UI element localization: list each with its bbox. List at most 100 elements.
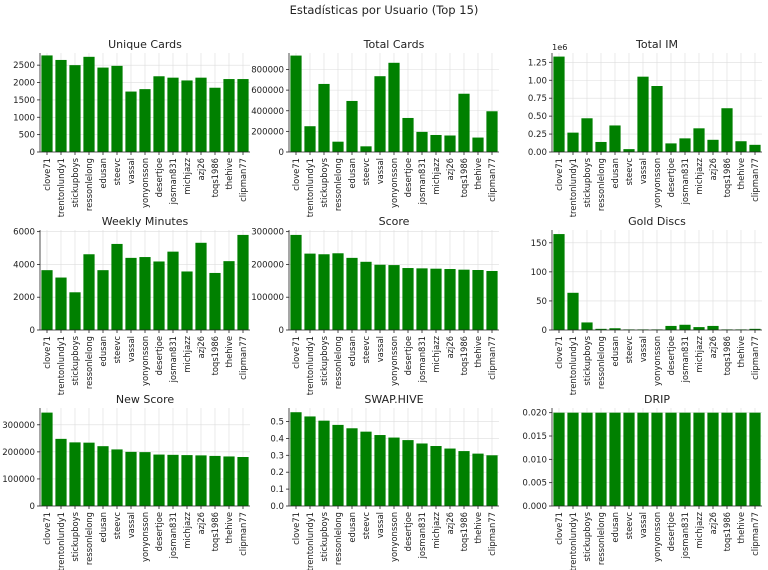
- panel-1-bar-clove71: [290, 55, 302, 152]
- panel-5-ytick-label: 150: [531, 239, 547, 249]
- panel-5-bar-clipman77: [749, 328, 761, 330]
- panel-8-xtick-label: azj26: [708, 512, 718, 535]
- panel-8-xtick-label: vassal: [638, 512, 648, 538]
- panel-7-xtick-label: thehive: [473, 512, 483, 544]
- panel-3-bar-steevc: [111, 243, 123, 330]
- panel-0-xtick-label: clove71: [42, 158, 52, 191]
- panel-0-xtick-label: trentonlundy1: [56, 158, 66, 217]
- panel-7-bar-stickupboys: [318, 420, 330, 506]
- panel-6-xtick-label: trentonlundy1: [56, 512, 66, 570]
- panel-7-bar-edusan: [346, 428, 358, 506]
- panel-4-ytick-label: 100000: [251, 293, 284, 303]
- panel-5-bar-azj26: [707, 325, 719, 330]
- panel-7-bar-clove71: [290, 412, 302, 506]
- panel-4-bar-vassal: [374, 264, 386, 330]
- panel-6-xtick-label: steevc: [112, 512, 122, 540]
- panel-1-xtick-label: ressonlelong: [333, 158, 343, 211]
- panel-6-xtick-label: ressonlelong: [84, 512, 94, 565]
- panel-0-xtick-label: stickupboys: [70, 158, 80, 208]
- panel-0-bar-trentonlundy1: [55, 59, 67, 152]
- panel-0-xtick-label: azj26: [196, 158, 206, 181]
- panel-3-title: Weekly Minutes: [102, 215, 189, 228]
- panel-1-bar-josman831: [416, 131, 428, 152]
- panel-5-xtick-label: toqs1986: [722, 336, 732, 375]
- panel-0-bar-vassal: [125, 91, 137, 152]
- panel-0-ytick-label: 1500: [13, 96, 35, 106]
- panel-7-ytick-label: 0.2: [270, 468, 284, 478]
- panel-8-xtick-label: edusan: [610, 512, 620, 543]
- panel-1-xtick-label: clove71: [291, 158, 301, 191]
- panel-1-xtick-label: vassal: [375, 158, 385, 184]
- panel-3-xtick-label: desertjoe: [154, 336, 164, 375]
- panel-8-bar-thehive: [735, 412, 747, 506]
- panel-1-xtick-label: trentonlundy1: [305, 158, 315, 217]
- panel-6-xtick-label: stickupboys: [70, 512, 80, 562]
- panel-3-xtick-label: steevc: [112, 336, 122, 364]
- panel-7-bar-vassal: [374, 435, 386, 506]
- panel-1-bar-azj26: [444, 135, 456, 152]
- panel-5-xtick-label: thehive: [736, 336, 746, 368]
- panel-3-xtick-label: edusan: [98, 336, 108, 367]
- panel-4-bar-stickupboys: [318, 254, 330, 330]
- panel-7-title: SWAP.HIVE: [364, 393, 423, 406]
- panel-1-ytick-label: 200000: [251, 127, 284, 137]
- panel-2-bar-thehive: [735, 141, 747, 152]
- panel-3-xtick-label: vassal: [126, 336, 136, 362]
- panel-8-xtick-label: toqs1986: [722, 512, 732, 551]
- panel-4-bar-yonyonsson: [388, 265, 400, 330]
- panel-7-xtick-label: vassal: [375, 512, 385, 538]
- panel-3-bar-desertjoe: [153, 261, 165, 330]
- panel-3-bar-ressonlelong: [83, 254, 95, 330]
- panel-1-xtick-label: clipman77: [487, 158, 497, 202]
- panel-4-xtick-label: thehive: [473, 336, 483, 368]
- panel-4-ytick-label: 300000: [251, 228, 284, 238]
- panel-8-bar-steevc: [623, 412, 635, 506]
- panel-1-xtick-label: steevc: [361, 158, 371, 186]
- panel-2-bar-yonyonsson: [651, 86, 663, 152]
- panel-3-bar-clove71: [41, 270, 53, 330]
- panel-0-bar-edusan: [97, 67, 109, 152]
- panel-7-ytick-label: 0.4: [270, 434, 284, 444]
- panel-7-bar-yonyonsson: [388, 437, 400, 506]
- panel-5-xtick-label: trentonlundy1: [568, 336, 578, 395]
- panel-4-xtick-label: trentonlundy1: [305, 336, 315, 395]
- panel-5-bar-edusan: [609, 328, 621, 330]
- panel-7-bar-michjazz: [430, 446, 442, 506]
- panel-5-xtick-label: stickupboys: [582, 336, 592, 386]
- panel-5-bar-clove71: [553, 234, 565, 330]
- panel-8-title: DRIP: [644, 393, 670, 406]
- panel-5-xtick-label: clipman77: [750, 336, 760, 380]
- panel-0-bar-josman831: [167, 77, 179, 152]
- panel-2-title: Total IM: [635, 38, 678, 51]
- panel-1-ytick-label: 600000: [251, 86, 284, 96]
- panel-2-xtick-label: desertjoe: [666, 158, 676, 197]
- panel-6-bar-steevc: [111, 449, 123, 506]
- panel-6-xtick-label: josman831: [168, 512, 178, 559]
- panel-0-ytick-label: 2000: [13, 79, 35, 89]
- panel-6-bar-ressonlelong: [83, 442, 95, 506]
- panel-5-xtick-label: vassal: [638, 336, 648, 362]
- panel-3-ytick-label: 6000: [13, 228, 35, 238]
- panel-3-ytick-label: 0: [30, 326, 35, 336]
- panel-0-bar-clove71: [41, 55, 53, 152]
- panel-4-xtick-label: josman831: [417, 336, 427, 383]
- panel-8-xtick-label: trentonlundy1: [568, 512, 578, 570]
- panel-7-xtick-label: michjazz: [431, 511, 441, 548]
- panel-3-bar-toqs1986: [209, 272, 221, 330]
- panel-6-bar-yonyonsson: [139, 452, 151, 506]
- panel-0-xtick-label: toqs1986: [210, 158, 220, 197]
- panel-8-ytick-label: 0.015: [522, 432, 547, 442]
- panel-3-bar-trentonlundy1: [55, 277, 67, 330]
- panel-1-ytick-label: 800000: [251, 66, 284, 76]
- panel-2-xtick-label: edusan: [610, 158, 620, 189]
- panel-1-bar-clipman77: [486, 111, 498, 152]
- panel-7-xtick-label: ressonlelong: [333, 512, 343, 565]
- panel-2-xtick-label: stickupboys: [582, 158, 592, 208]
- panel-0-xtick-label: yonyonsson: [140, 158, 150, 208]
- panel-6-bar-michjazz: [181, 455, 193, 506]
- panel-7-xtick-label: edusan: [347, 512, 357, 543]
- panel-4-xtick-label: steevc: [361, 336, 371, 364]
- panel-5-bar-michjazz: [693, 327, 705, 330]
- panel-6-bar-josman831: [167, 454, 179, 506]
- panel-0-title: Unique Cards: [108, 38, 182, 51]
